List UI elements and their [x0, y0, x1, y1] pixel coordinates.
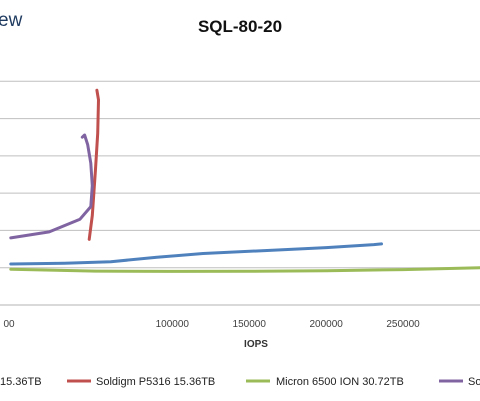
x-tick-label: 00 — [3, 319, 15, 330]
chart-title: SQL-80-20 — [198, 17, 282, 36]
legend-label: 15.36TB — [0, 376, 42, 388]
legend-label: Micron 6500 ION 30.72TB — [276, 376, 404, 388]
x-tick-label: 250000 — [386, 319, 420, 330]
x-tick-label: 200000 — [309, 319, 343, 330]
series-line — [9, 133, 94, 240]
series-line — [9, 266, 480, 273]
legend: 15.36TB Soldigm P5316 15.36TB Micron 6500 … — [0, 376, 480, 388]
series-line — [9, 242, 383, 266]
x-axis-label: IOPS — [244, 339, 268, 350]
legend-label: So — [468, 376, 480, 388]
logo-text: ew — [0, 10, 23, 31]
x-tick-label: 150000 — [233, 319, 267, 330]
x-tick-label: 100000 — [156, 319, 190, 330]
legend-label: Soldigm P5316 15.36TB — [96, 376, 215, 388]
x-tick-labels: 00 100000 150000 200000 250000 — [3, 319, 420, 330]
series-line — [87, 88, 100, 241]
gridlines — [0, 80, 480, 269]
series-lines — [9, 88, 480, 273]
